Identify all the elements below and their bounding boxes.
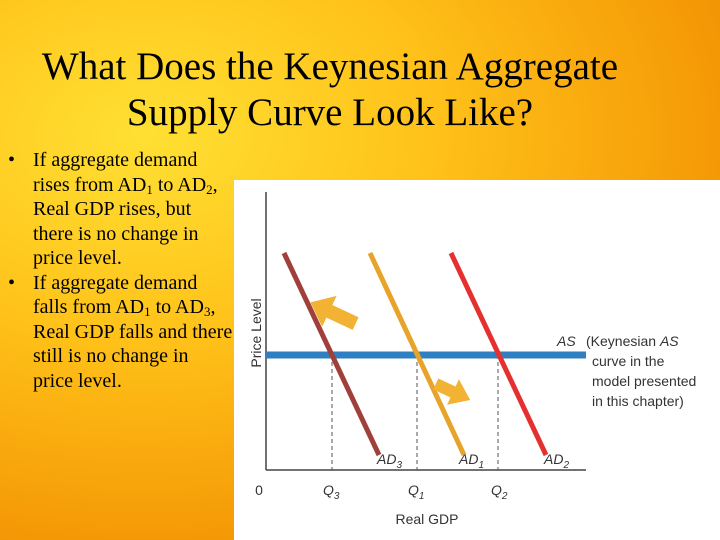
ad1-label-base: AD <box>458 451 478 467</box>
ad2-label-sub: 2 <box>562 460 569 471</box>
bullet-text: , Real GDP falls and there still is no c… <box>33 296 233 392</box>
tick-q2: Q2 <box>491 482 508 502</box>
origin-label: 0 <box>255 482 263 498</box>
title-line-2: Supply Curve Look Like? <box>126 91 534 134</box>
ad3-label: AD3 <box>376 451 402 471</box>
as-note-line-4: in this chapter) <box>592 393 684 409</box>
bullet-text: If aggregate demand rises from AD <box>33 149 198 196</box>
ad1-label-sub: 1 <box>478 460 484 471</box>
ad3-curve <box>281 251 382 457</box>
bullet-list: • If aggregate demand rises from AD1 to A… <box>8 148 233 393</box>
ad1-label: AD1 <box>458 451 484 471</box>
shift-left-arrow <box>310 295 359 330</box>
bullet-sub: 2 <box>206 181 213 197</box>
as-note-prefix: (Keynesian <box>586 333 660 349</box>
tick-q3-sub: 3 <box>334 491 340 502</box>
tick-q2-sub: 2 <box>501 491 508 502</box>
ad2-label: AD2 <box>543 451 569 471</box>
x-axis-label: Real GDP <box>395 511 458 527</box>
as-note-line-3: model presented <box>592 373 696 389</box>
ad2-curve <box>448 251 549 457</box>
bullet-text: to AD <box>152 173 207 196</box>
bullet-sub: 1 <box>146 181 153 197</box>
bullet-text: If aggregate demand falls from AD <box>33 271 198 319</box>
as-note-line-2: curve in the <box>592 353 665 369</box>
bullet-marker: • <box>8 149 16 171</box>
ad1-curve <box>367 251 467 457</box>
tick-q1-base: Q <box>408 482 419 498</box>
bullet-marker: • <box>8 271 16 294</box>
chart-panel: Price Level Real GDP 0 AD3 AD1 AD2 Q3 Q1… <box>234 180 720 540</box>
as-note-italic: AS <box>659 333 679 349</box>
y-axis-label: Price Level <box>248 298 264 367</box>
bullet-text: , Real GDP rises, but there is no change… <box>33 173 218 270</box>
bullet-item-rise: • If aggregate demand rises from AD1 to A… <box>8 148 233 271</box>
tick-q1: Q1 <box>408 482 424 502</box>
tick-q1-sub: 1 <box>419 491 425 502</box>
bullet-text: to AD <box>150 296 204 318</box>
ad3-label-base: AD <box>376 451 396 467</box>
bullet-sub: 3 <box>203 304 211 319</box>
tick-q3: Q3 <box>323 482 340 502</box>
shift-right-arrow <box>433 378 471 405</box>
as-label: AS <box>556 333 576 349</box>
tick-q3-base: Q <box>323 482 334 498</box>
bullet-item-fall: • If aggregate demand falls from AD1 to A… <box>8 271 233 394</box>
keynesian-as-chart: Price Level Real GDP 0 AD3 AD1 AD2 Q3 Q1… <box>248 192 696 527</box>
ad3-label-sub: 3 <box>396 460 402 471</box>
as-note-line-1: (Keynesian AS <box>586 333 679 349</box>
bullet-sub: 1 <box>144 304 151 319</box>
ad2-label-base: AD <box>543 451 563 467</box>
title-line-1: What Does the Keynesian Aggregate <box>41 45 619 88</box>
tick-q2-base: Q <box>491 482 502 498</box>
slide-title: What Does the Keynesian Aggregate Supply… <box>0 44 660 136</box>
